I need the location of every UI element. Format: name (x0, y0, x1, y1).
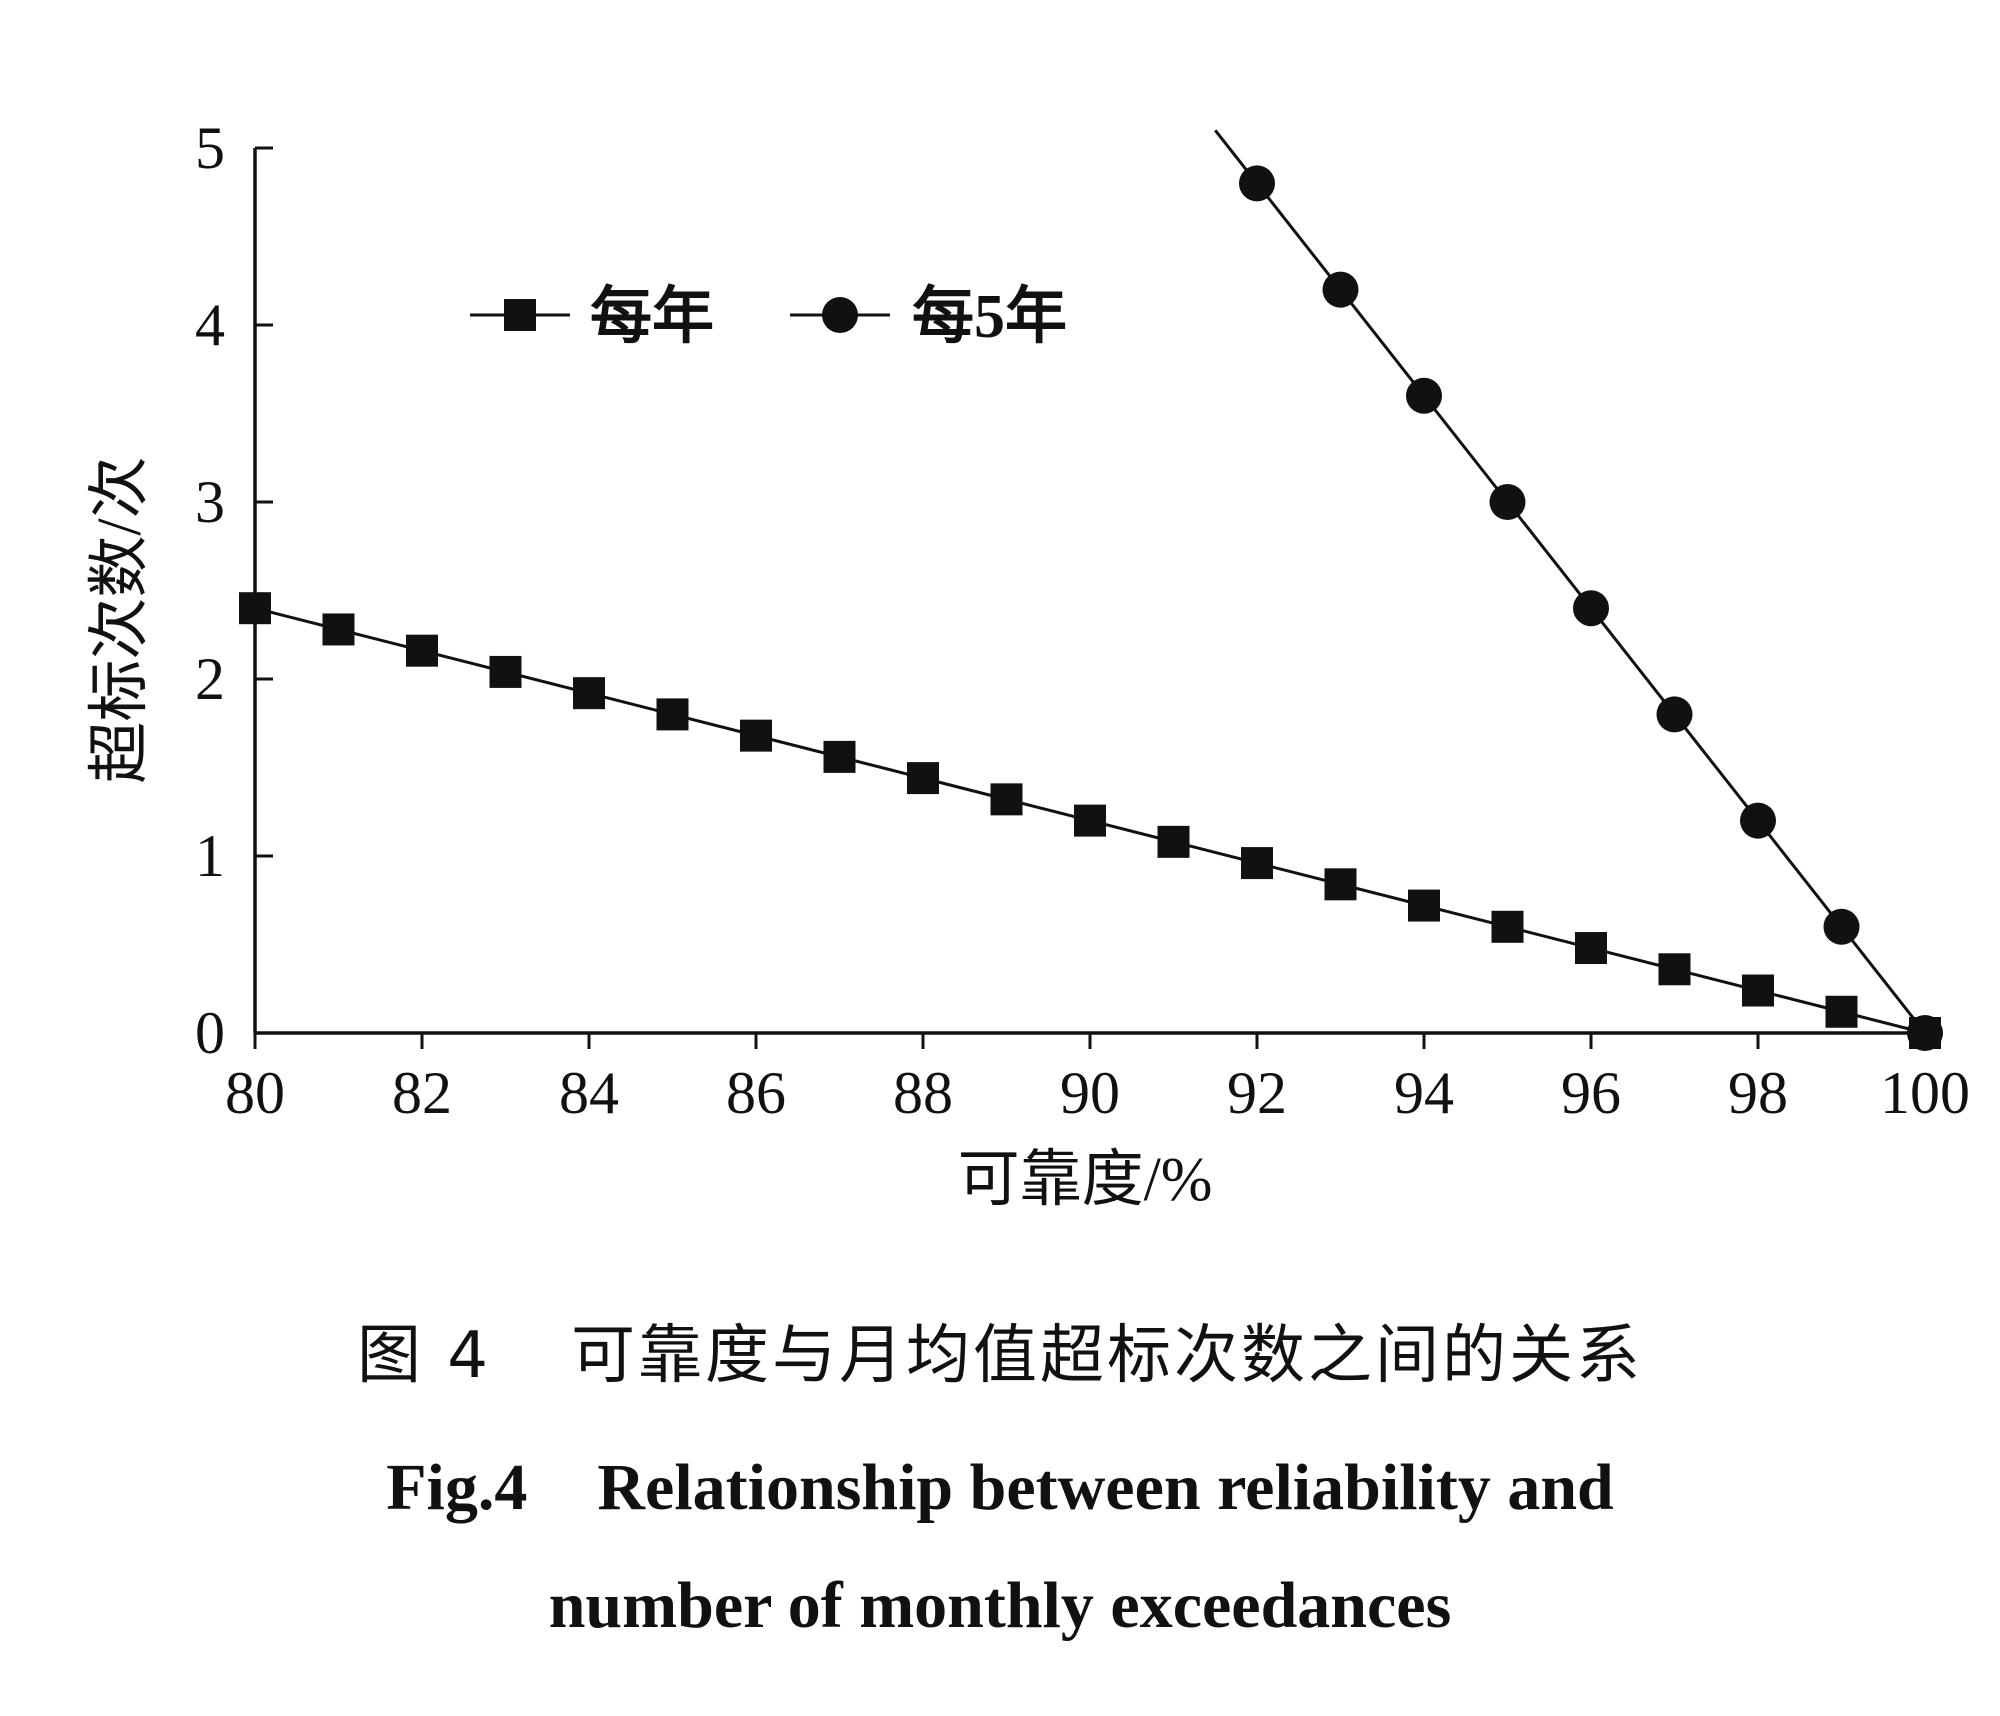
figure-title-english-part-2: number of monthly exceedances (548, 1569, 1452, 1642)
data-point (1823, 908, 1860, 945)
data-point (990, 783, 1023, 816)
data-point (1825, 995, 1858, 1028)
data-point (656, 698, 689, 731)
y-tick-label: 5 (195, 115, 225, 181)
legend: 每年 每5年 (470, 282, 1067, 351)
data-point (1322, 271, 1359, 308)
data-point (1241, 847, 1273, 880)
y-tick-label: 1 (195, 823, 225, 889)
x-tick-label: 88 (893, 1060, 953, 1126)
data-point (907, 762, 939, 795)
y-tick-label: 4 (195, 292, 225, 358)
data-point (1157, 825, 1190, 858)
data-point (1656, 696, 1693, 733)
data-point (1324, 868, 1357, 901)
legend-marker (822, 297, 858, 333)
data-point (1742, 974, 1774, 1007)
y-tick-label: 0 (195, 1000, 225, 1066)
line-chart: 80 82 84 86 88 90 92 94 96 98 100 0 1 2 3 4 5 每年 每5年 可靠度/… (86, 115, 1970, 1214)
figure-caption-english-line-2: number of monthly exceedances (0, 1566, 2000, 1645)
legend-item: 每5年 (790, 282, 1067, 351)
data-series (239, 129, 1943, 1051)
legend-marker (504, 299, 536, 331)
figure-title-english-part-1: Relationship between reliability and (597, 1451, 1614, 1524)
data-point (1491, 910, 1524, 943)
figure-caption-english-line-1: Fig.4 Relationship between reliability an… (0, 1448, 2000, 1527)
legend-label: 每年 (590, 282, 714, 351)
data-point (406, 634, 438, 667)
x-tick-label: 96 (1561, 1060, 1621, 1126)
data-point (322, 613, 355, 646)
y-tick-label: 3 (195, 469, 225, 535)
data-point (1489, 484, 1526, 520)
x-tick-label: 94 (1394, 1060, 1454, 1126)
y-tick-label: 2 (195, 646, 225, 712)
series-five-year (1214, 129, 1943, 1051)
data-point (1239, 165, 1275, 202)
x-tick-label: 90 (1060, 1060, 1120, 1126)
tick-labels: 80 82 84 86 88 90 92 94 96 98 100 0 1 2 3 4 5 (195, 115, 1970, 1126)
x-tick-label: 92 (1227, 1060, 1287, 1126)
series-annual (239, 592, 1941, 1049)
figure-caption-chinese: 图 4 可靠度与月均值超标次数之间的关系 (0, 1318, 2000, 1395)
data-point (1740, 802, 1776, 839)
data-point (1074, 804, 1106, 837)
data-point (1406, 377, 1442, 414)
legend-item: 每年 (470, 282, 714, 351)
data-point (239, 592, 271, 625)
y-axis-label: 超标次数/次 (86, 456, 154, 783)
x-tick-label: 100 (1880, 1060, 1970, 1126)
figure-title-chinese: 可靠度与月均值超标次数之间的关系 (571, 1319, 1644, 1393)
axes (253, 146, 1927, 1049)
data-point (1408, 889, 1440, 922)
data-point (740, 719, 772, 752)
x-tick-label: 82 (392, 1060, 452, 1126)
data-point (1658, 953, 1691, 986)
series-line (1214, 129, 1927, 1034)
data-point (573, 677, 605, 710)
data-point (1573, 590, 1609, 627)
data-point (489, 655, 522, 688)
figure-number-english: Fig.4 (386, 1451, 528, 1524)
figure-number-chinese: 图 4 (356, 1319, 492, 1393)
x-tick-label: 84 (559, 1060, 619, 1126)
legend-label: 每5年 (912, 282, 1067, 351)
data-point (1575, 932, 1607, 965)
x-tick-label: 98 (1728, 1060, 1788, 1126)
data-point (1907, 1015, 1943, 1051)
x-axis-label: 可靠度/% (958, 1146, 1213, 1214)
x-tick-label: 86 (726, 1060, 786, 1126)
data-point (823, 740, 856, 773)
x-tick-label: 80 (225, 1060, 285, 1126)
